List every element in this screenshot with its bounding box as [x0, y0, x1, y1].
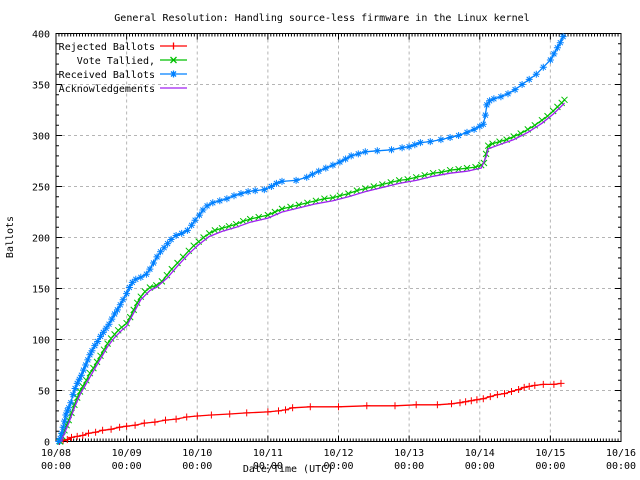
x-tick-label-date: 10/13: [394, 448, 424, 459]
series-markers-vote-tallied: [56, 96, 568, 445]
y-tick-label: 150: [32, 285, 50, 296]
x-axis-title: Date/Time (UTC): [243, 464, 333, 475]
y-tick-label: 0: [44, 438, 50, 449]
x-tick-label-date: 10/08: [41, 448, 71, 459]
x-tick-label-time: 00:00: [323, 461, 353, 472]
x-tick-label-time: 00:00: [41, 461, 71, 472]
y-tick-label: 200: [32, 234, 50, 245]
series-line-received-ballots: [58, 36, 564, 442]
y-tick-label: 350: [32, 81, 50, 92]
y-axis-title: Ballots: [5, 216, 16, 258]
x-tick-label-date: 10/09: [112, 448, 142, 459]
legend-sample-rejected-ballots: [160, 42, 187, 50]
x-tick-label-time: 00:00: [606, 461, 636, 472]
y-tick-label: 400: [32, 30, 50, 41]
legend-label-received-ballots: Received Ballots: [59, 70, 155, 81]
x-tick-label-time: 00:00: [112, 461, 142, 472]
legend-label-vote-tallied: Vote Tallied,: [77, 56, 155, 67]
series-line-rejected-ballots: [59, 382, 562, 443]
plot-border: [55, 33, 622, 442]
x-tick-label-date: 10/16: [606, 448, 636, 459]
legend-sample-vote-tallied: [160, 56, 187, 64]
x-tick-label-time: 00:00: [465, 461, 495, 472]
y-tick-label: 300: [32, 132, 50, 143]
x-tick-label-time: 00:00: [535, 461, 565, 472]
x-tick-label-time: 00:00: [394, 461, 424, 472]
y-tick-label: 50: [38, 387, 50, 398]
legend-label-acknowledgements: Acknowledgements: [59, 84, 155, 95]
x-tick-label-date: 10/15: [535, 448, 565, 459]
legend-sample-received-ballots: [160, 70, 187, 78]
x-tick-label-time: 00:00: [182, 461, 212, 472]
chart-title: General Resolution: Handling source-less…: [114, 13, 529, 24]
legend-label-rejected-ballots: Rejected Ballots: [59, 42, 155, 53]
series-line-acknowledgements: [60, 102, 565, 442]
x-tick-label-date: 10/14: [465, 448, 495, 459]
x-tick-label-date: 10/12: [323, 448, 353, 459]
x-tick-label-date: 10/11: [253, 448, 283, 459]
series-markers-rejected-ballots: [56, 379, 565, 445]
series-markers-received-ballots: [55, 33, 567, 445]
x-tick-label-date: 10/10: [182, 448, 212, 459]
y-tick-label: 100: [32, 336, 50, 347]
y-tick-label: 250: [32, 183, 50, 194]
x-tick-label-time: 00:00: [253, 461, 283, 472]
